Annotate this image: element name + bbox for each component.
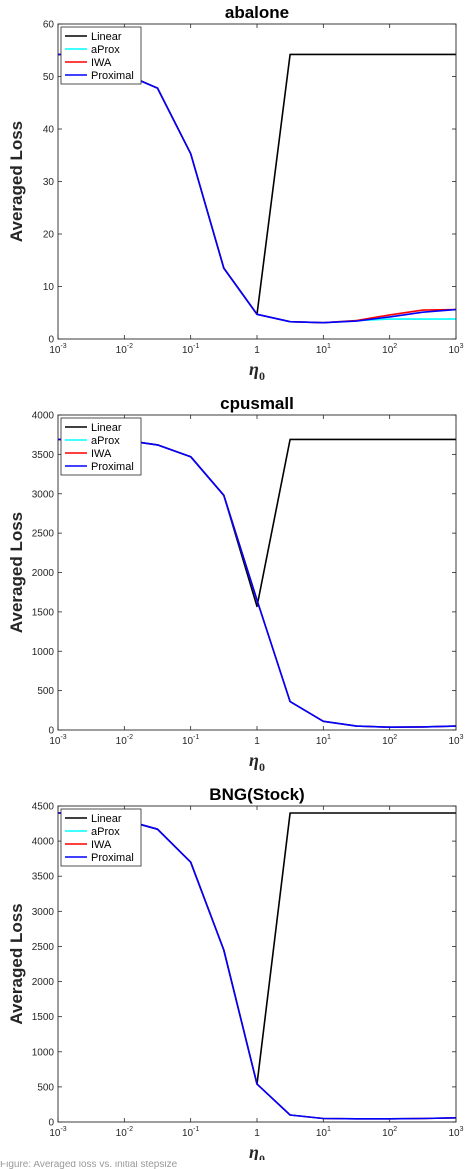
y-tick-label: 20 bbox=[43, 230, 55, 241]
legend-label-iwa: IWA bbox=[91, 57, 112, 69]
y-tick-label: 60 bbox=[43, 20, 55, 31]
x-tick-label: 1 bbox=[254, 1128, 260, 1139]
y-tick-label: 30 bbox=[43, 177, 55, 188]
series-line-iwa bbox=[58, 53, 457, 324]
y-tick-label: 1000 bbox=[32, 1047, 55, 1058]
x-tick-label: 101 bbox=[316, 1126, 331, 1139]
legend-label-linear: Linear bbox=[91, 813, 122, 825]
x-tick-label: 10-1 bbox=[182, 1126, 199, 1139]
series-line-aprox bbox=[58, 53, 456, 324]
x-tick-label: 102 bbox=[382, 734, 397, 747]
y-tick-label: 40 bbox=[43, 125, 55, 136]
x-axis-label: η0 bbox=[249, 750, 265, 774]
x-tick-label: 10-2 bbox=[116, 734, 133, 747]
y-tick-label: 1500 bbox=[32, 1012, 55, 1023]
y-tick-label: 2000 bbox=[32, 568, 55, 579]
x-tick-label: 10-2 bbox=[116, 1126, 133, 1139]
y-tick-label: 3500 bbox=[32, 872, 55, 883]
legend-label-iwa: IWA bbox=[91, 839, 112, 851]
plot-frame bbox=[57, 805, 457, 1123]
x-tick-label: 101 bbox=[316, 343, 331, 356]
legend-label-linear: Linear bbox=[91, 31, 122, 43]
y-tick-label: 1000 bbox=[32, 647, 55, 658]
x-tick-label: 103 bbox=[448, 1126, 463, 1139]
legend-label-aprox: aProx bbox=[91, 435, 120, 447]
chart-title: BNG(Stock) bbox=[209, 785, 304, 804]
y-tick-label: 500 bbox=[37, 1082, 54, 1093]
series-line-proximal bbox=[58, 53, 457, 324]
x-axis-label: η0 bbox=[249, 359, 265, 383]
y-tick-label: 0 bbox=[48, 1118, 54, 1129]
series-line-iwa bbox=[58, 438, 457, 729]
y-tick-label: 3000 bbox=[32, 907, 55, 918]
y-tick-label: 4000 bbox=[32, 837, 55, 848]
y-tick-label: 0 bbox=[48, 726, 54, 737]
legend-label-aprox: aProx bbox=[91, 826, 120, 838]
x-tick-label: 10-2 bbox=[116, 343, 133, 356]
chart-panel-3: BNG(Stock) 0 500 1000 1500 2000 2500 3000 3500 40… bbox=[7, 785, 464, 1160]
y-tick-label: 1500 bbox=[32, 607, 55, 618]
y-axis-label: Averaged Loss bbox=[7, 121, 26, 242]
y-axis-label: Averaged Loss bbox=[7, 903, 26, 1024]
y-tick-label: 0 bbox=[48, 335, 54, 346]
chart-title: cpusmall bbox=[220, 394, 294, 413]
x-tick-label: 10-3 bbox=[49, 734, 66, 747]
x-tick-label: 10-3 bbox=[49, 1126, 66, 1139]
y-tick-label: 2000 bbox=[32, 977, 55, 988]
legend-label-proximal: Proximal bbox=[91, 70, 134, 82]
plot-frame bbox=[57, 23, 457, 340]
legend-label-iwa: IWA bbox=[91, 448, 112, 460]
x-tick-label: 102 bbox=[382, 343, 397, 356]
y-tick-label: 4000 bbox=[32, 411, 55, 422]
plot-frame bbox=[57, 414, 457, 731]
y-axis-label: Averaged Loss bbox=[7, 512, 26, 633]
x-tick-label: 10-3 bbox=[49, 343, 66, 356]
legend-label-proximal: Proximal bbox=[91, 852, 134, 864]
x-tick-label: 102 bbox=[382, 1126, 397, 1139]
y-tick-label: 3500 bbox=[32, 450, 55, 461]
y-tick-label: 500 bbox=[37, 686, 54, 697]
x-tick-label: 103 bbox=[448, 734, 463, 747]
x-tick-label: 10-1 bbox=[182, 343, 199, 356]
x-tick-label: 103 bbox=[448, 343, 463, 356]
y-tick-label: 2500 bbox=[32, 942, 55, 953]
series-line-proximal bbox=[58, 438, 457, 729]
legend-label-proximal: Proximal bbox=[91, 461, 134, 473]
x-tick-label: 1 bbox=[254, 736, 260, 747]
x-tick-label: 101 bbox=[316, 734, 331, 747]
y-tick-label: 10 bbox=[43, 282, 55, 293]
chart-panel-1: abalone 0 10 20 30 40 50 60 10-3 10-2 10-1 1 101 102 1… bbox=[7, 3, 464, 383]
y-tick-label: 2500 bbox=[32, 529, 55, 540]
chart-title: abalone bbox=[225, 3, 289, 22]
series-line-aprox bbox=[58, 438, 457, 729]
x-axis-label: η0 bbox=[249, 1142, 265, 1160]
x-tick-label: 10-1 bbox=[182, 734, 199, 747]
y-tick-label: 50 bbox=[43, 72, 55, 83]
y-tick-label: 4500 bbox=[32, 802, 55, 813]
y-tick-label: 3000 bbox=[32, 489, 55, 500]
footer-caption: Figure: Averaged loss vs. initial stepsi… bbox=[0, 1161, 178, 1169]
series-line-linear bbox=[58, 53, 456, 316]
legend-label-linear: Linear bbox=[91, 422, 122, 434]
chart-panel-2: cpusmall 0 500 1000 1500 2000 2500 3000 3500 4000… bbox=[7, 394, 464, 774]
legend-label-aprox: aProx bbox=[91, 44, 120, 56]
x-tick-label: 1 bbox=[254, 345, 260, 356]
